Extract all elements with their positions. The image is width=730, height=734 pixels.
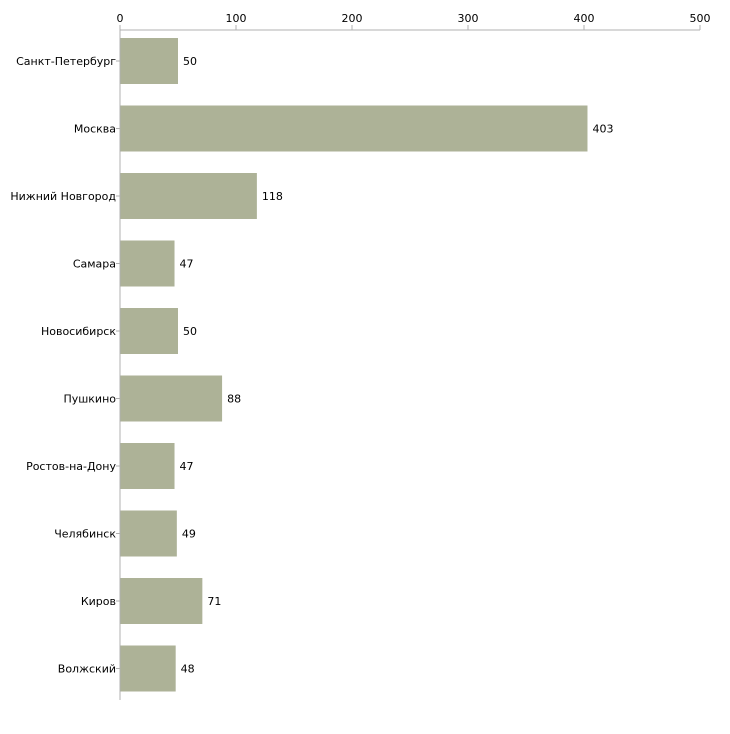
category-label: Нижний Новгород xyxy=(10,190,116,203)
category-label: Ростов-на-Дону xyxy=(26,460,116,473)
category-label: Челябинск xyxy=(54,528,116,541)
bar xyxy=(120,443,175,489)
axis-layer: 0 100 200 300 400 500 xyxy=(116,12,711,700)
value-label: 49 xyxy=(182,528,196,541)
bar xyxy=(120,510,177,557)
bar xyxy=(120,240,175,287)
value-label: 50 xyxy=(183,55,197,68)
x-tick-label: 200 xyxy=(342,12,363,25)
value-label: 88 xyxy=(227,393,241,406)
value-label: 48 xyxy=(181,663,195,676)
category-label: Волжский xyxy=(58,663,116,676)
x-tick-label: 400 xyxy=(574,12,595,25)
category-label: Самара xyxy=(73,258,116,271)
value-label: 50 xyxy=(183,325,197,338)
value-label: 71 xyxy=(207,595,221,608)
value-label: 118 xyxy=(262,190,283,203)
bar xyxy=(120,645,176,692)
bar xyxy=(120,105,588,152)
category-label: Москва xyxy=(74,123,116,136)
x-tick-label: 0 xyxy=(117,12,124,25)
labels-layer: Санкт-Петербург 50 Москва 403 Нижний Новгоро… xyxy=(10,55,613,676)
bar xyxy=(120,173,257,219)
x-tick-label: 300 xyxy=(458,12,479,25)
x-tick-label: 100 xyxy=(226,12,247,25)
value-label: 403 xyxy=(592,123,613,136)
value-label: 47 xyxy=(180,258,194,271)
value-label: 47 xyxy=(180,460,194,473)
category-label: Санкт-Петербург xyxy=(16,55,116,68)
bar xyxy=(120,375,223,422)
category-label: Пушкино xyxy=(63,393,116,406)
bar xyxy=(120,578,203,624)
category-label: Новосибирск xyxy=(41,325,116,338)
bar xyxy=(120,308,178,354)
bars-layer xyxy=(120,38,588,692)
category-label: Киров xyxy=(81,595,116,608)
x-tick-label: 500 xyxy=(690,12,711,25)
bar xyxy=(120,38,178,84)
